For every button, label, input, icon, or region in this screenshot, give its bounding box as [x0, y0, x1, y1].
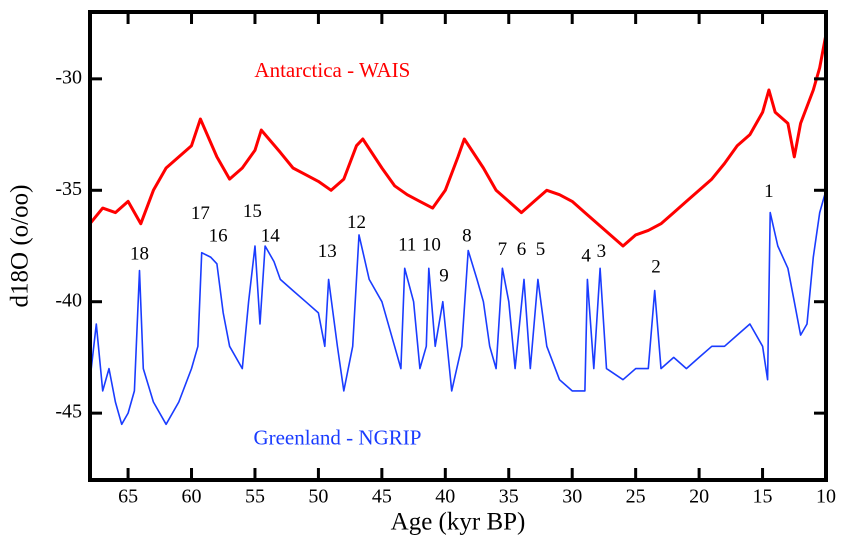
x-tick-label: 65 — [118, 486, 138, 508]
data-line — [88, 34, 828, 248]
y-tick-label: -40 — [55, 289, 82, 311]
data-line — [89, 190, 827, 426]
annotation: 13 — [318, 241, 337, 262]
plot-frame — [88, 10, 828, 482]
x-tick-label: 50 — [308, 486, 328, 508]
y-tick-label: -45 — [55, 401, 82, 423]
annotation: 11 — [398, 234, 416, 255]
annotation: 4 — [581, 246, 591, 267]
x-tick-label: 40 — [435, 486, 455, 508]
x-tick-label: 30 — [562, 486, 582, 508]
annotation: 7 — [498, 239, 508, 260]
annotation: 2 — [651, 257, 661, 278]
y-tick-label: -30 — [55, 66, 82, 88]
x-axis-label: Age (kyr BP) — [391, 509, 526, 536]
x-tick-label: 60 — [182, 486, 202, 508]
x-tick-label: 45 — [372, 486, 392, 508]
x-tick-label: 15 — [753, 486, 773, 508]
annotation: 5 — [536, 239, 546, 260]
x-tick-label: 10 — [816, 486, 836, 508]
y-tick-label: -35 — [55, 178, 82, 200]
annotation: 17 — [191, 203, 210, 224]
annotation: 3 — [597, 241, 607, 262]
annotation: 15 — [243, 201, 262, 222]
x-tick-label: 20 — [689, 486, 709, 508]
series-label: Antarctica - WAIS — [254, 58, 410, 82]
annotation: 6 — [517, 239, 527, 260]
series-label: Greenland - NGRIP — [253, 426, 421, 450]
x-tick-label: 55 — [245, 486, 265, 508]
x-tick-label: 35 — [499, 486, 519, 508]
y-axis-label: d18O (o/oo) — [7, 185, 34, 308]
annotation: 9 — [439, 266, 449, 287]
annotation: 18 — [130, 243, 149, 264]
annotation: 16 — [209, 225, 228, 246]
annotation: 12 — [347, 212, 366, 233]
x-tick-label: 25 — [626, 486, 646, 508]
annotation: 10 — [422, 234, 441, 255]
annotation: 8 — [462, 225, 472, 246]
annotation: 14 — [261, 225, 281, 246]
annotation: 1 — [764, 181, 774, 202]
